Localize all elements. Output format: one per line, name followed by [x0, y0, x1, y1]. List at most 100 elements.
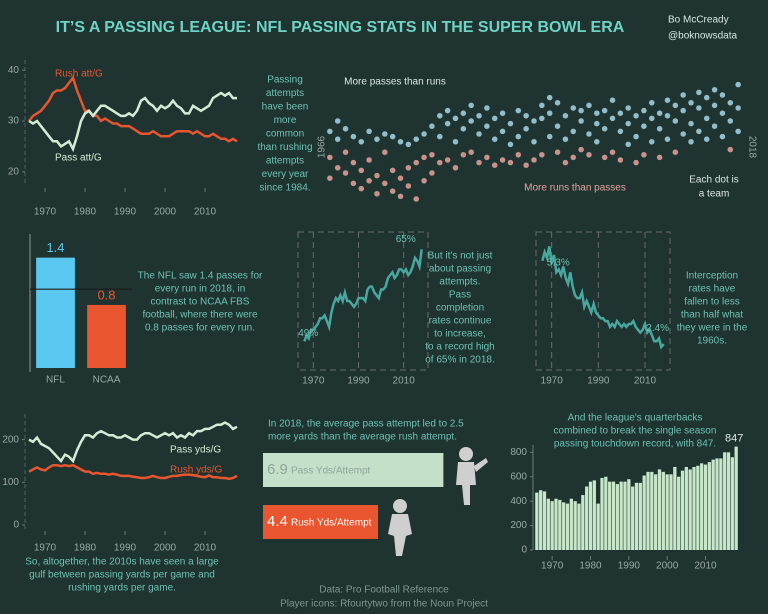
team-dot	[687, 138, 695, 146]
bar	[87, 304, 126, 368]
team-dot	[585, 102, 593, 109]
value-label: 49%	[298, 328, 318, 339]
x-tick-label: 1980	[74, 543, 97, 554]
team-dot	[530, 138, 538, 146]
team-dot	[428, 122, 436, 130]
team-dot	[326, 154, 334, 161]
team-dot	[381, 148, 389, 156]
bar	[723, 452, 727, 550]
team-dot	[672, 102, 679, 109]
team-dot	[601, 107, 608, 114]
bar	[715, 458, 719, 550]
bar	[573, 501, 577, 550]
series-label: Rush yds/G	[170, 465, 222, 476]
team-dot	[475, 159, 483, 166]
team-dot	[632, 159, 640, 166]
annotation: Pass	[449, 290, 471, 301]
x-tick-label: 1970	[541, 376, 564, 387]
team-dot	[467, 102, 475, 109]
bar	[539, 490, 543, 550]
bar	[36, 257, 75, 368]
annotation: attempts	[266, 88, 304, 99]
team-dot	[522, 112, 530, 120]
team-dot	[420, 154, 428, 161]
annotation: passing touchdown record, with 847.	[554, 439, 716, 450]
team-dot	[389, 133, 396, 140]
team-dot	[326, 174, 334, 182]
annotation: completion	[436, 303, 484, 314]
bar	[680, 470, 685, 550]
team-dot	[624, 104, 632, 112]
x-tick-label: NFL	[46, 375, 65, 386]
team-dot	[562, 112, 569, 120]
x-tick-label: 1970	[302, 376, 325, 387]
team-dot	[640, 107, 648, 114]
negative-label: More runs than passes	[524, 183, 626, 194]
annotation: fallen to less	[684, 297, 740, 308]
team-dot	[444, 120, 451, 127]
team-dot	[648, 115, 656, 122]
bar	[542, 491, 547, 550]
x-tick-label: 2010	[194, 543, 217, 554]
y-tick-label: 200	[510, 520, 527, 531]
team-dot	[703, 94, 710, 101]
y-tick-label: 400	[510, 496, 527, 507]
x-label: 1966	[317, 135, 328, 158]
annotation: about passing	[429, 264, 491, 275]
team-dot	[585, 151, 593, 159]
author: Bo McCready	[668, 15, 729, 26]
annotation: But it's not just	[428, 251, 493, 262]
team-dot	[609, 96, 616, 104]
frame	[535, 231, 671, 371]
team-dot	[334, 135, 341, 143]
bar	[684, 466, 688, 550]
team-dot	[632, 133, 640, 140]
team-dot	[507, 120, 514, 127]
bar	[703, 464, 708, 550]
bar	[615, 484, 619, 550]
annotation: than rushing	[257, 142, 312, 153]
x-tick-label: 2010	[194, 207, 217, 218]
annotation: of 65% in 2018.	[425, 355, 495, 366]
team-dot	[475, 130, 483, 138]
team-dot	[703, 115, 710, 122]
annotation: In 2018, the average pass attempt led to…	[268, 419, 464, 430]
team-dot	[522, 161, 530, 169]
x-tick-label: 1980	[579, 561, 602, 572]
bar	[661, 471, 665, 550]
team-dot	[397, 138, 404, 146]
y-tick-label: 30	[8, 116, 20, 127]
annotation: common	[266, 129, 304, 140]
x-tick-label: 2010	[694, 561, 717, 572]
team-dot	[570, 128, 577, 135]
annotation: have been	[262, 102, 309, 113]
team-dot	[483, 122, 491, 130]
team-dot	[428, 151, 436, 159]
annotation: combined to break the single season	[554, 426, 717, 437]
team-dot	[389, 167, 396, 174]
bar	[546, 498, 550, 550]
series-label: Pass yds/G	[170, 445, 221, 456]
team-dot	[405, 141, 412, 148]
team-dot	[727, 146, 734, 153]
team-dot	[460, 151, 467, 159]
team-dot	[648, 138, 656, 146]
team-dot	[617, 156, 624, 164]
pass-player-icon	[456, 447, 488, 505]
team-dot	[444, 107, 451, 114]
y-tick-label: 100	[2, 477, 19, 488]
team-dot	[483, 154, 491, 161]
team-dot	[703, 135, 710, 143]
bar	[577, 503, 581, 550]
team-dot	[358, 138, 365, 146]
x-label: 2018	[746, 136, 757, 159]
bar	[585, 486, 589, 550]
bar	[558, 499, 562, 550]
team-dot	[601, 154, 608, 161]
team-dot	[326, 128, 334, 135]
bar	[696, 465, 700, 550]
team-dot	[601, 125, 608, 133]
value-label: 0.8	[97, 287, 115, 302]
bar	[657, 469, 662, 550]
frame	[297, 231, 429, 371]
